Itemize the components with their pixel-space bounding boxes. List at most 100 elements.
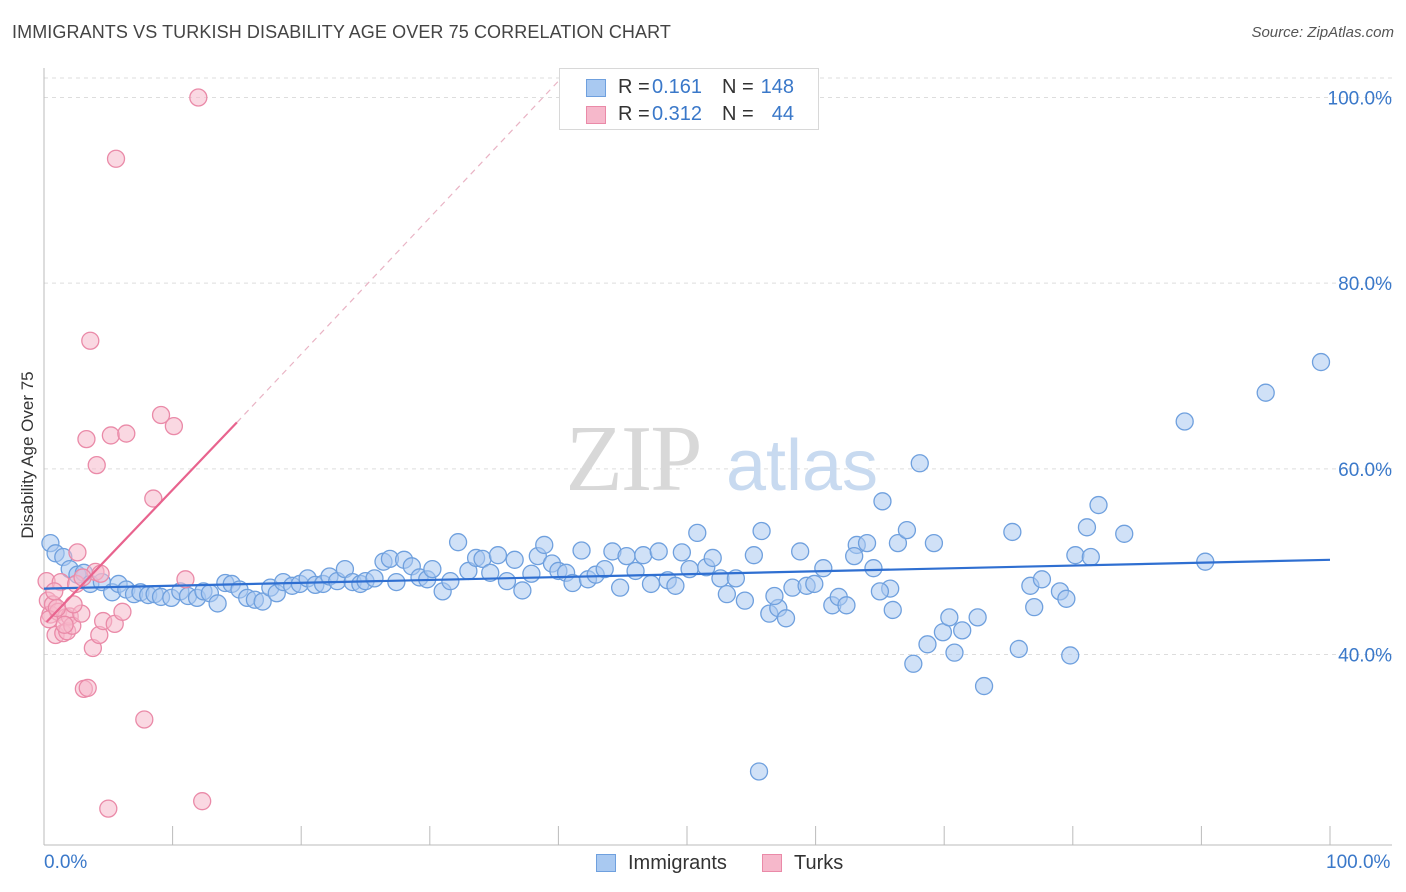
immigrants-point xyxy=(513,581,532,600)
immigrants-point xyxy=(666,576,685,595)
watermark-zip: ZIP xyxy=(566,407,701,511)
immigrants-point xyxy=(924,533,944,553)
immigrants-point xyxy=(481,563,500,582)
turks-point xyxy=(113,602,132,621)
immigrants-point xyxy=(904,654,923,673)
immigrants-point xyxy=(572,541,591,560)
legend-r-value: 0.312 xyxy=(652,103,703,125)
immigrants-point xyxy=(1077,518,1097,537)
immigrants-point xyxy=(522,564,541,583)
immigrants-point xyxy=(940,608,959,627)
turks-point xyxy=(117,424,136,443)
turks-point xyxy=(135,710,154,729)
immigrants-point xyxy=(897,520,917,540)
immigrants-point xyxy=(253,592,272,611)
immigrants-points xyxy=(41,352,1331,781)
turks-points xyxy=(37,88,212,818)
watermark-atlas: atlas xyxy=(726,426,878,506)
y-tick-labels: 100.0% 80.0% 60.0% 40.0% xyxy=(1328,89,1393,667)
immigrants-point xyxy=(641,574,661,594)
immigrants-point xyxy=(497,572,517,591)
immigrants-point xyxy=(791,542,810,561)
chart-title: IMMIGRANTS VS TURKISH DISABILITY AGE OVE… xyxy=(12,22,672,42)
turks-point xyxy=(101,426,121,445)
turks-swatch xyxy=(762,854,782,872)
immigrants-point xyxy=(448,533,468,552)
turks-swatch xyxy=(586,106,606,124)
immigrants-point xyxy=(703,548,722,568)
turks-point xyxy=(81,331,100,350)
immigrants-point xyxy=(765,586,784,606)
immigrants-point xyxy=(837,596,856,615)
immigrants-point xyxy=(845,546,864,566)
immigrants-point xyxy=(883,600,902,620)
x-tick-label-right: 100.0% xyxy=(1326,852,1391,873)
turks-point xyxy=(189,88,208,107)
y-tick-label: 40.0% xyxy=(1338,646,1392,667)
immigrants-point xyxy=(1066,546,1085,565)
immigrants-point xyxy=(387,572,406,592)
turks-point xyxy=(106,149,126,168)
immigrants-point xyxy=(365,569,384,588)
immigrants-point xyxy=(888,533,908,553)
immigrants-point xyxy=(752,521,771,541)
immigrants-point xyxy=(1115,524,1134,543)
immigrants-point xyxy=(634,546,653,565)
turks-point xyxy=(164,416,184,436)
turks-point xyxy=(68,543,87,562)
immigrants-swatch xyxy=(586,79,606,97)
immigrants-point xyxy=(672,543,692,562)
immigrants-point xyxy=(974,676,994,696)
immigrants-point xyxy=(1032,570,1052,589)
x-tick-label-left: 0.0% xyxy=(44,852,88,873)
turks-point xyxy=(151,405,171,425)
immigrants-point xyxy=(617,546,636,566)
y-tick-label: 80.0% xyxy=(1338,274,1392,295)
legend-n-value: 44 xyxy=(771,103,794,125)
immigrants-point xyxy=(208,594,227,613)
legend-n-label: N = xyxy=(722,103,760,125)
immigrants-point xyxy=(1081,547,1100,567)
immigrants-point xyxy=(744,546,764,565)
turks-point xyxy=(64,595,83,614)
immigrants-point xyxy=(1256,383,1275,402)
turks-point xyxy=(73,568,92,587)
immigrants-point xyxy=(814,559,833,578)
source-label: Source: ZipAtlas.com xyxy=(1251,24,1394,41)
immigrants-point xyxy=(1057,589,1076,608)
turks-point xyxy=(78,678,97,698)
turks-point xyxy=(176,570,195,589)
immigrants-point xyxy=(1061,646,1080,665)
immigrants-point xyxy=(688,523,707,543)
legend-r-value: 0.161 xyxy=(652,76,703,98)
immigrants-point xyxy=(1089,495,1108,515)
y-tick-label: 100.0% xyxy=(1328,89,1393,110)
turks-point xyxy=(77,429,96,449)
immigrants-point xyxy=(1311,352,1331,372)
turks-point xyxy=(99,799,118,818)
legend-row-turks: R = 0.312 N = 44 xyxy=(560,101,818,127)
immigrants-point xyxy=(776,609,796,628)
y-axis-label: Disability Age Over 75 xyxy=(18,371,37,539)
immigrants-point xyxy=(953,621,972,640)
immigrants-point xyxy=(717,585,737,604)
turks-point xyxy=(91,564,110,583)
immigrants-point xyxy=(1025,598,1044,617)
immigrants-point xyxy=(441,572,460,591)
immigrants-point xyxy=(945,643,964,662)
legend-n-label: N = xyxy=(722,76,760,98)
turks-point xyxy=(87,455,106,475)
watermark: ZIP atlas xyxy=(566,407,879,511)
immigrants-point xyxy=(488,546,508,565)
immigrants-point xyxy=(864,559,883,578)
legend-r-label: R = xyxy=(618,76,656,98)
immigrants-point xyxy=(626,561,645,581)
immigrants-point xyxy=(873,492,892,511)
immigrants-point xyxy=(595,559,614,579)
stats-legend: R = 0.161 N = 148 R = 0.312 N = 44 xyxy=(559,68,819,130)
trend-lines xyxy=(43,73,1331,623)
immigrants-point xyxy=(505,550,524,569)
immigrants-point xyxy=(610,578,630,597)
immigrants-point xyxy=(749,762,769,781)
